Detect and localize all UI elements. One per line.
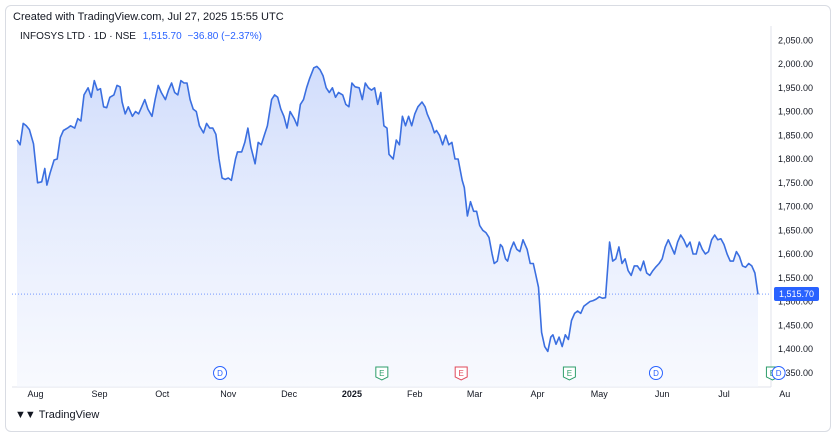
- x-tick-label: Au: [779, 389, 790, 399]
- y-tick-label: 1,550.00: [778, 273, 813, 283]
- y-tick-label: 1,950.00: [778, 83, 813, 93]
- dividend-marker[interactable]: D: [213, 366, 228, 380]
- x-tick-label: Oct: [155, 389, 170, 399]
- x-tick-label: May: [591, 389, 609, 399]
- event-marker-label: D: [217, 369, 223, 378]
- brand-label: TradingView: [38, 409, 100, 421]
- y-tick-label: 1,850.00: [778, 130, 813, 140]
- x-tick-label: Apr: [530, 389, 544, 399]
- event-marker-label: E: [567, 369, 572, 378]
- event-marker-label: D: [653, 369, 659, 378]
- x-axis: Aug Sep Oct Nov Dec 2025 Feb Mar Apr May Jun Jul Au: [28, 389, 791, 399]
- tradingview-logo[interactable]: ▼▼ TradingView: [15, 409, 99, 421]
- price-area-fill: [17, 66, 758, 388]
- last-price-tag-box: [774, 287, 819, 302]
- y-tick-label: 1,350.00: [778, 368, 813, 378]
- x-tick-label: Mar: [467, 389, 483, 399]
- event-marker-label: E: [379, 369, 384, 378]
- x-tick-label: Sep: [91, 389, 107, 399]
- legend-change: −36.80 (−2.37%): [187, 31, 262, 42]
- earnings-marker[interactable]: E: [454, 366, 468, 381]
- x-tick-label: Feb: [407, 389, 423, 399]
- y-tick-label: 1,800.00: [778, 154, 813, 164]
- legend-price: 1,515.70: [142, 31, 182, 42]
- tradingview-icon: ▼▼: [15, 409, 36, 421]
- y-tick-label: 1,650.00: [778, 225, 813, 235]
- y-tick-label: 1,900.00: [778, 107, 813, 117]
- y-axis: 1,350.00 1,400.00 1,450.00 1,500.00 1,550.00…: [778, 35, 813, 378]
- y-tick-label: 1,600.00: [778, 249, 813, 259]
- symbol-name: INFOSYS LTD · 1D · NSE: [20, 31, 136, 42]
- x-tick-label: 2025: [342, 389, 362, 399]
- y-tick-label: 1,500.00: [778, 297, 813, 307]
- earnings-marker[interactable]: E: [375, 366, 389, 381]
- y-tick-label: 1,450.00: [778, 320, 813, 330]
- y-tick-label: 2,000.00: [778, 59, 813, 69]
- last-price-tag-label: 1,515.70: [779, 289, 814, 299]
- x-tick-label: Jun: [655, 389, 670, 399]
- dividend-marker[interactable]: D: [648, 366, 663, 380]
- symbol-legend[interactable]: INFOSYS LTD · 1D · NSE 1,515.70 −36.80 (…: [20, 31, 262, 42]
- y-tick-label: 1,400.00: [778, 344, 813, 354]
- event-marker-label: D: [776, 369, 782, 378]
- x-tick-label: Aug: [28, 389, 44, 399]
- dividend-marker[interactable]: D: [771, 366, 786, 380]
- y-tick-label: 1,700.00: [778, 202, 813, 212]
- y-tick-label: 2,050.00: [778, 35, 813, 45]
- event-marker-label: E: [459, 369, 464, 378]
- x-tick-label: Dec: [281, 389, 298, 399]
- x-tick-label: Jul: [718, 389, 730, 399]
- earnings-marker[interactable]: E: [562, 366, 576, 381]
- event-markers: DEEEDED: [213, 366, 786, 381]
- y-tick-label: 1,750.00: [778, 178, 813, 188]
- x-tick-label: Nov: [220, 389, 237, 399]
- created-with-text: Created with TradingView.com, Jul 27, 20…: [13, 11, 284, 23]
- price-line: [16, 65, 759, 353]
- last-price-tag: 1,515.70: [774, 287, 819, 302]
